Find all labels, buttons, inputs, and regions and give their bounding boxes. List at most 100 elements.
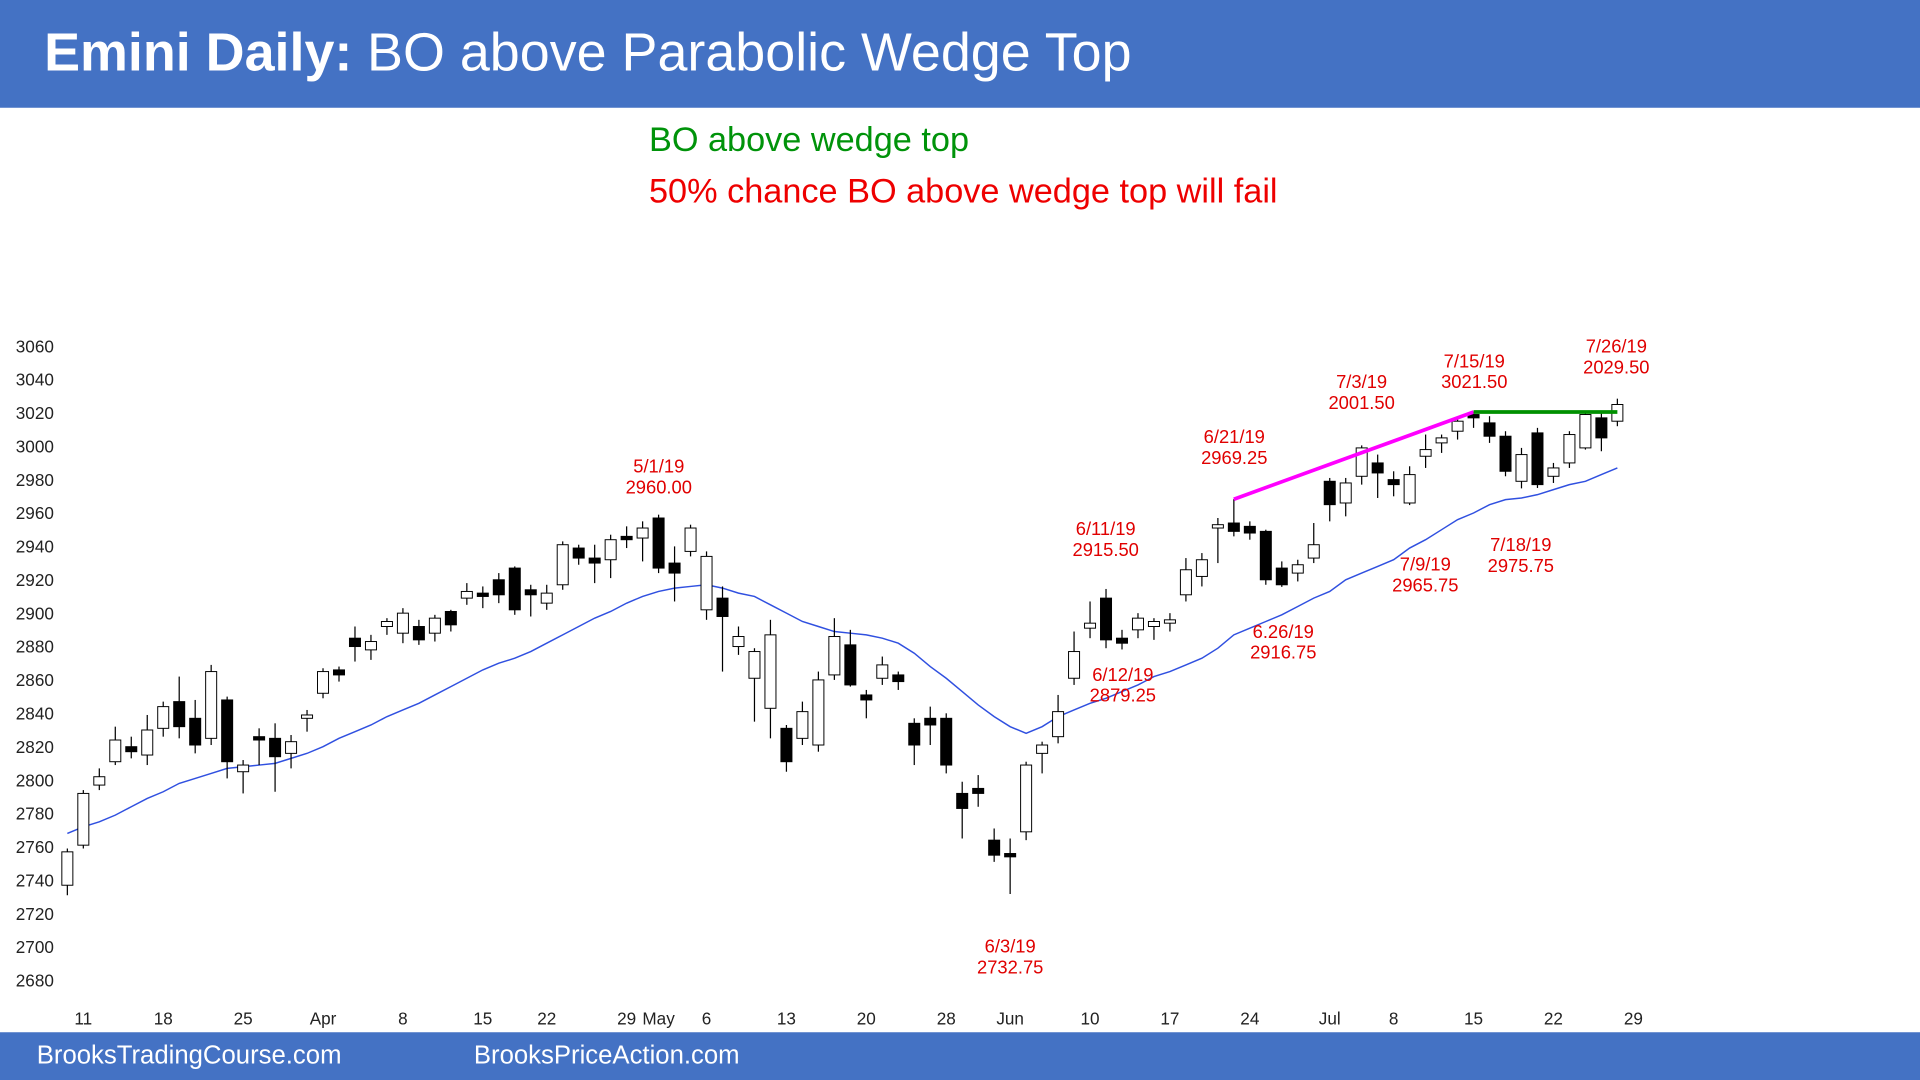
candle-body: [1435, 437, 1448, 444]
candle-body: [604, 539, 617, 561]
candle-body: [1483, 422, 1496, 437]
candle-body: [141, 729, 154, 756]
plot: BO above wedge top 50% chance BO above we…: [16, 121, 1650, 1028]
footer-right: BrooksPriceAction.com: [474, 1042, 740, 1070]
candle-body: [1243, 525, 1256, 534]
candle-body: [221, 699, 234, 763]
candle-body: [1147, 621, 1160, 627]
candle-body: [1339, 482, 1352, 504]
header-bar: [0, 0, 1920, 108]
annotation-date: 7/3/19: [1336, 371, 1387, 392]
x-tick-label: 17: [1160, 1009, 1179, 1029]
candle-body: [1323, 480, 1336, 506]
candle-body: [1531, 432, 1544, 486]
candle-body: [1547, 467, 1560, 477]
y-tick-label: 3060: [16, 336, 54, 356]
candle-body: [508, 567, 521, 611]
y-tick-label: 2980: [16, 470, 54, 490]
candle-body: [1195, 559, 1208, 577]
header-title: Emini Daily: BO above Parabolic Wedge Top: [44, 23, 1131, 83]
candle-body: [860, 694, 873, 701]
candle-body: [1355, 447, 1368, 477]
candle-body: [1515, 454, 1528, 482]
candle-body: [652, 517, 665, 569]
candle-body: [1068, 651, 1081, 679]
candle-body: [476, 592, 489, 597]
candle-body: [812, 679, 825, 746]
x-tick-label: 15: [1464, 1009, 1483, 1029]
candle-body: [572, 547, 585, 559]
candle-body: [1259, 530, 1272, 581]
candle-body: [716, 597, 729, 617]
x-tick-label: 22: [537, 1009, 556, 1029]
annotation-date: 6.26/19: [1253, 621, 1314, 642]
candle-body: [1084, 622, 1097, 629]
annotation-date: 7/9/19: [1400, 554, 1451, 575]
annotation-price: 2960.00: [626, 476, 692, 497]
annotation-price: 2916.75: [1250, 642, 1316, 663]
candle-body: [732, 636, 745, 648]
y-tick-label: 2780: [16, 804, 54, 824]
moving-average: [67, 467, 1618, 835]
candle-body: [748, 651, 761, 679]
candle-body: [237, 764, 250, 773]
x-tick-label: 29: [1624, 1009, 1643, 1029]
annotation-price: 2001.50: [1328, 392, 1394, 413]
candle-body: [1052, 711, 1065, 738]
candle-body: [173, 701, 186, 728]
annotation-date: 7/15/19: [1444, 350, 1505, 371]
x-tick-label: 15: [473, 1009, 492, 1029]
candle-body: [556, 544, 569, 586]
annotation-date: 7/18/19: [1490, 534, 1551, 555]
candle-body: [93, 776, 106, 786]
candle-body: [1467, 414, 1480, 419]
candle-body: [333, 669, 346, 676]
candle-body: [428, 617, 441, 634]
candle-body: [1036, 744, 1049, 754]
candle-body: [540, 592, 553, 604]
candle-body: [1307, 544, 1320, 559]
candle-body: [700, 555, 713, 611]
x-tick-label: 10: [1081, 1009, 1100, 1029]
candle-body: [205, 671, 218, 739]
y-tick-label: 2760: [16, 837, 54, 857]
note: BO above wedge top: [649, 121, 969, 159]
y-tick-label: 2960: [16, 503, 54, 523]
header-title-bold: Emini Daily:: [44, 23, 352, 83]
candle-body: [876, 664, 889, 679]
x-tick-label: 22: [1544, 1009, 1563, 1029]
x-tick-label: 28: [937, 1009, 956, 1029]
candle-body: [348, 637, 361, 648]
annotation-price: 2879.25: [1090, 685, 1156, 706]
y-tick-label: 2840: [16, 704, 54, 724]
candle-body: [828, 636, 841, 676]
x-tick-label: 6: [702, 1009, 712, 1029]
x-tick-label: 8: [1389, 1009, 1399, 1029]
y-tick-label: 2740: [16, 870, 54, 890]
y-tick-label: 2880: [16, 637, 54, 657]
x-tick-label: May: [642, 1009, 675, 1029]
annotation-date: 6/3/19: [985, 936, 1036, 957]
candle-body: [796, 711, 809, 739]
candle-body: [1115, 637, 1128, 644]
y-tick-label: 2680: [16, 971, 54, 991]
x-tick-label: 8: [398, 1009, 408, 1029]
candle-body: [412, 626, 425, 641]
candle-body: [620, 535, 633, 541]
header-title-rest: BO above Parabolic Wedge Top: [367, 23, 1132, 83]
y-tick-label: 3020: [16, 403, 54, 423]
candle-body: [1371, 462, 1384, 474]
annotation-price: 2969.25: [1201, 447, 1267, 468]
y-tick-label: 2720: [16, 904, 54, 924]
candle-body: [1275, 567, 1288, 586]
candle-body: [61, 851, 74, 886]
candle-body: [988, 839, 1001, 856]
candle-body: [956, 792, 969, 809]
candle-body: [524, 589, 537, 596]
candle-body: [1579, 414, 1592, 449]
candle-body: [125, 746, 138, 753]
annotation-price: 2965.75: [1392, 574, 1458, 595]
candle-body: [764, 634, 777, 709]
y-tick-label: 2700: [16, 937, 54, 957]
